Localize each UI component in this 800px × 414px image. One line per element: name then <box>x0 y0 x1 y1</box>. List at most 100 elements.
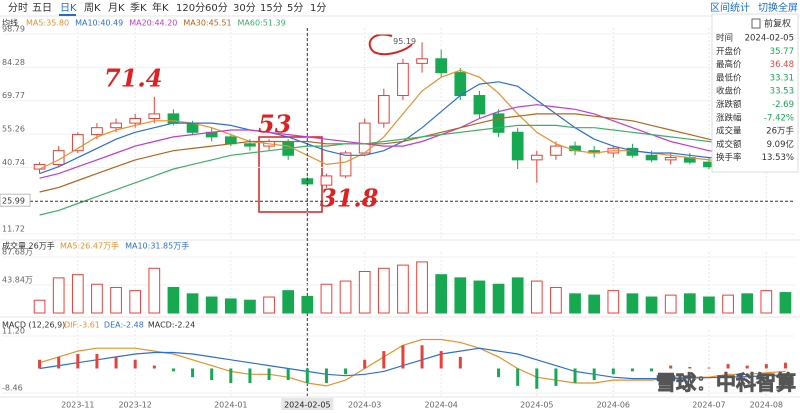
info-value: 33.31 <box>770 73 794 83</box>
tab[interactable]: 月K <box>108 2 125 14</box>
volume-bar <box>377 267 390 314</box>
tab[interactable]: 1分 <box>310 2 326 14</box>
info-value: -7.42% <box>764 113 794 123</box>
volume-bar <box>416 261 428 314</box>
info-label: 收盘价 <box>716 86 742 97</box>
candle-body <box>224 136 237 145</box>
candle-body <box>397 62 409 97</box>
ma-line <box>39 113 786 193</box>
toolbar-link[interactable]: 区间统计 <box>710 1 750 14</box>
tab[interactable]: 日K <box>60 3 77 14</box>
volume-bar <box>683 293 696 314</box>
volume-bar <box>91 283 103 314</box>
x-label-highlight <box>281 398 334 410</box>
candle-body <box>664 157 677 161</box>
watermark: 雪球：中科智算 <box>656 371 796 395</box>
legend-entry: MACD:-2.24 <box>148 321 195 330</box>
info-value: 36.48 <box>770 60 794 70</box>
info-label: 时间 <box>716 33 733 44</box>
legend-entry: MA60:51.39 <box>238 19 286 28</box>
volume-bar <box>301 295 314 314</box>
volume-bar <box>779 292 792 314</box>
tab[interactable]: 60分 <box>205 2 228 14</box>
tab[interactable]: 五日 <box>32 3 52 14</box>
volume-bar <box>645 296 658 314</box>
max-label: 95.19 <box>393 37 416 46</box>
legend-entry: MA10:31.85万手 <box>125 241 189 251</box>
legend-entry: MA10:40.49 <box>75 19 123 28</box>
tab[interactable]: 15分 <box>260 2 283 14</box>
volume-bar <box>282 290 295 314</box>
candle-body <box>129 118 142 124</box>
tab[interactable]: 周K <box>84 2 101 14</box>
candle-body <box>339 152 352 177</box>
legend-entry: DIF:-3.61 <box>64 321 100 330</box>
tab[interactable]: 分时 <box>8 2 28 14</box>
candle-body <box>91 127 103 136</box>
tab[interactable]: 5分 <box>287 2 303 14</box>
volume-bar <box>454 277 467 314</box>
annotation: 71.4 <box>104 64 162 93</box>
info-label: 成交量 <box>716 126 742 137</box>
volume-bar <box>244 299 256 314</box>
candle-body <box>511 131 524 161</box>
candle-body <box>530 154 543 161</box>
tab[interactable]: 120分 <box>176 2 205 14</box>
y-tick-label: 84.28 <box>2 58 25 67</box>
tab[interactable]: 30分 <box>233 2 256 14</box>
info-value: 26万手 <box>766 126 794 137</box>
tab[interactable]: 年K <box>152 1 169 14</box>
volume-bar <box>473 280 486 314</box>
volume-bar <box>550 286 562 314</box>
ma-line <box>39 104 786 179</box>
volume-bar <box>703 296 715 314</box>
volume-bar <box>626 293 639 314</box>
candle-body <box>358 122 371 154</box>
info-label: 最高价 <box>716 59 742 70</box>
info-label: 涨跌额 <box>716 99 742 110</box>
info-panel <box>711 13 799 173</box>
info-value: 35.77 <box>770 47 794 57</box>
ma-title: 均线 <box>2 18 18 28</box>
crosshair-price: 25.99 <box>2 197 25 206</box>
legend-entry: MA30:45.51 <box>183 19 231 28</box>
y-tick-label: 98.79 <box>2 25 25 34</box>
y-tick-label: 11.72 <box>2 225 25 234</box>
info-icon <box>751 18 761 29</box>
info-label: 最低价 <box>716 72 742 83</box>
candle-body <box>148 113 161 120</box>
x-tick-label: 2024-08 <box>750 401 783 410</box>
annotation: 53 <box>258 110 291 139</box>
candle-body <box>473 95 486 115</box>
macd-line <box>39 347 786 380</box>
tab[interactable]: 季K <box>130 2 147 14</box>
volume-bar <box>530 280 543 314</box>
volume-bar <box>358 270 371 314</box>
info-title: 前复权 <box>764 18 791 30</box>
y-tick-label: 43.84万 <box>2 276 33 285</box>
info-value: 33.53 <box>770 87 794 97</box>
info-label: 换手率 <box>716 152 742 163</box>
volume-bar <box>492 283 505 314</box>
info-value: 9.09亿 <box>767 139 794 150</box>
volume-bar <box>741 293 754 314</box>
volume-bar <box>186 293 199 314</box>
info-value: 2024-02-05 <box>745 34 794 44</box>
volume-bar <box>511 277 524 314</box>
volume-bar <box>607 290 620 314</box>
candle-body <box>416 58 428 64</box>
info-label: 成交额 <box>716 139 742 150</box>
toolbar-link[interactable]: 切换全屏 <box>758 1 798 14</box>
candle-body <box>550 145 562 156</box>
x-tick-label: 2024-05 <box>520 401 553 410</box>
x-tick-label: 2024-06 <box>597 401 630 410</box>
legend-entry: MA5:35.80 <box>26 19 69 28</box>
candle-body <box>110 122 122 129</box>
volume-title: 成交量 26万手 <box>2 241 55 251</box>
hand-circle <box>368 33 413 56</box>
legend-entry: MA20:44.20 <box>129 19 177 28</box>
x-tick-label: 2024-01 <box>214 401 247 410</box>
y-tick-label: 11.20 <box>2 327 25 336</box>
